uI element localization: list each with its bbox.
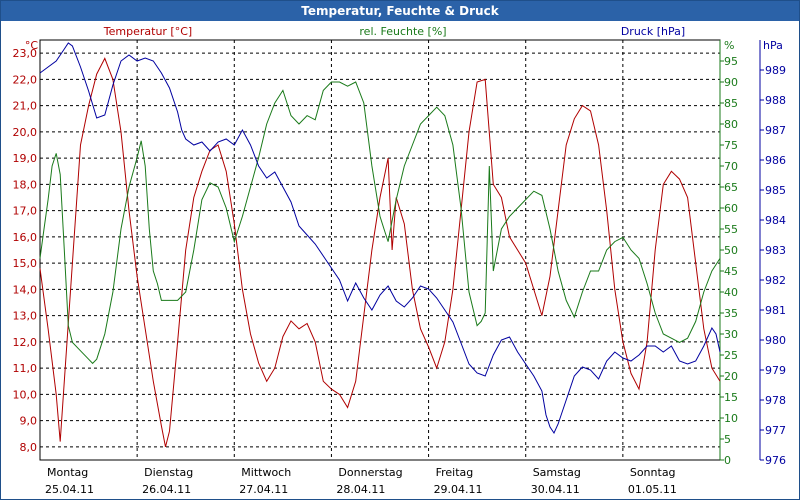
humidity-tick-label: 35: [724, 307, 738, 320]
humidity-tick-label: 75: [724, 139, 738, 152]
temperature-series-line: [39, 57, 721, 448]
pressure-tick-label: 985: [765, 184, 786, 197]
humidity-tick-label: 20: [724, 370, 738, 383]
day-date-label: 25.04.11: [45, 483, 94, 496]
humidity-tick-label: 0: [724, 454, 731, 467]
day-date-label: 26.04.11: [142, 483, 191, 496]
humidity-tick-label: 10: [724, 412, 738, 425]
humidity-tick-label: 5: [724, 433, 731, 446]
humidity-tick-label: 60: [724, 202, 738, 215]
pressure-tick-label: 988: [765, 94, 786, 107]
pressure-tick-label: 982: [765, 274, 786, 287]
humidity-tick-label: 80: [724, 118, 738, 131]
day-date-label: 30.04.11: [531, 483, 580, 496]
temperature-tick-label: 19,0: [13, 152, 38, 165]
temperature-tick-label: 8,0: [20, 441, 38, 454]
pressure-tick-label: 976: [765, 454, 786, 467]
humidity-tick-label: 30: [724, 328, 738, 341]
day-date-label: 01.05.11: [628, 483, 677, 496]
humidity-tick-label: 25: [724, 349, 738, 362]
pressure-tick-label: 978: [765, 394, 786, 407]
temperature-tick-label: 18,0: [13, 178, 38, 191]
temperature-tick-label: 23,0: [13, 47, 38, 60]
day-name-label: Mittwoch: [241, 466, 291, 479]
temperature-tick-label: 15,0: [13, 257, 38, 270]
humidity-series-line: [39, 81, 721, 365]
humidity-unit: %: [724, 39, 734, 52]
pressure-tick-label: 989: [765, 64, 786, 77]
pressure-tick-label: 984: [765, 214, 786, 227]
temperature-unit: °C: [25, 39, 39, 52]
humidity-tick-label: 15: [724, 391, 738, 404]
day-date-label: 29.04.11: [434, 483, 483, 496]
day-name-label: Sonntag: [630, 466, 676, 479]
pressure-axis-label: Druck [hPa]: [621, 25, 685, 38]
temperature-tick-label: 17,0: [13, 205, 38, 218]
temperature-tick-label: 12,0: [13, 336, 38, 349]
temperature-tick-label: 14,0: [13, 283, 38, 296]
chart-title: Temperatur, Feuchte & Druck: [1, 1, 799, 21]
temperature-tick-label: 10,0: [13, 388, 38, 401]
pressure-tick-label: 986: [765, 154, 786, 167]
temperature-tick-label: 9,0: [20, 415, 38, 428]
humidity-tick-label: 45: [724, 265, 738, 278]
temperature-tick-label: 21,0: [13, 100, 38, 113]
humidity-tick-label: 40: [724, 286, 738, 299]
day-date-label: 27.04.11: [239, 483, 288, 496]
humidity-tick-label: 90: [724, 76, 738, 89]
humidity-tick-label: 65: [724, 181, 738, 194]
temperature-tick-label: 11,0: [13, 362, 38, 375]
day-name-label: Dienstag: [144, 466, 193, 479]
pressure-series-line: [39, 42, 721, 435]
temperature-tick-label: 22,0: [13, 73, 38, 86]
pressure-tick-label: 979: [765, 364, 786, 377]
day-name-label: Montag: [47, 466, 88, 479]
humidity-axis-label: rel. Feuchte [%]: [359, 25, 446, 38]
pressure-unit: hPa: [763, 39, 783, 52]
temperature-tick-label: 20,0: [13, 126, 38, 139]
humidity-tick-label: 50: [724, 244, 738, 257]
temperature-tick-label: 13,0: [13, 310, 38, 323]
day-name-label: Samstag: [533, 466, 581, 479]
pressure-tick-label: 981: [765, 304, 786, 317]
humidity-tick-label: 70: [724, 160, 738, 173]
humidity-tick-label: 95: [724, 55, 738, 68]
plot-border: [39, 39, 721, 461]
temperature-axis-label: Temperatur [°C]: [103, 25, 192, 38]
temperature-tick-label: 16,0: [13, 231, 38, 244]
day-date-label: 28.04.11: [336, 483, 385, 496]
pressure-tick-label: 980: [765, 334, 786, 347]
pressure-tick-label: 983: [765, 244, 786, 257]
pressure-tick-label: 987: [765, 124, 786, 137]
humidity-tick-label: 55: [724, 223, 738, 236]
humidity-tick-label: 85: [724, 97, 738, 110]
day-name-label: Freitag: [436, 466, 474, 479]
day-name-label: Donnerstag: [338, 466, 402, 479]
pressure-tick-label: 977: [765, 424, 786, 437]
